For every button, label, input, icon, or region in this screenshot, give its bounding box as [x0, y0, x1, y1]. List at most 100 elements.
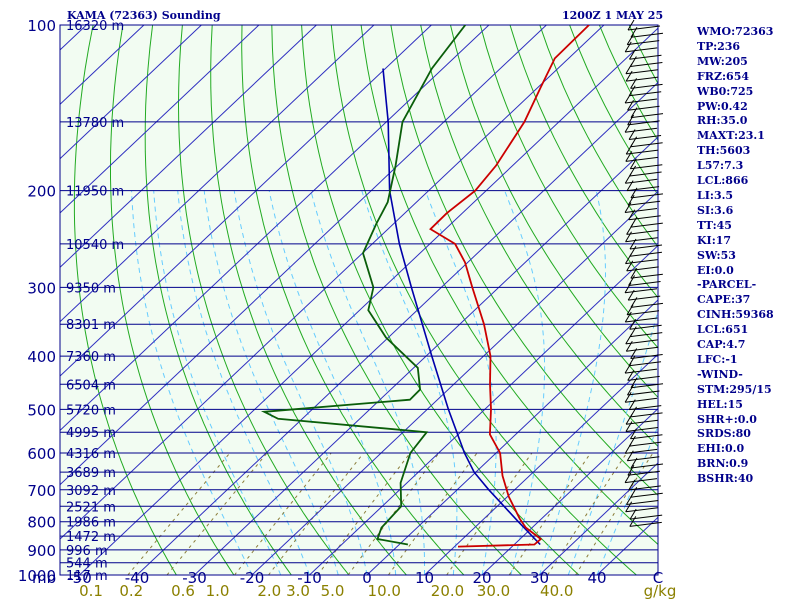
wind-barb-flag [626, 260, 634, 272]
wind-barb-flag [630, 377, 638, 388]
height-label: 4995 m [66, 426, 116, 441]
height-label: 9350 m [66, 281, 116, 296]
mixing-ratio-line [575, 452, 654, 575]
mixing-ratio-label: 20.0 [431, 582, 464, 600]
wind-barb-flag [624, 311, 632, 323]
isotherm [60, 25, 547, 486]
wind-barb-flag [624, 202, 632, 213]
index-item: -PARCEL- [697, 278, 757, 292]
index-item: SHR+:0.0 [697, 412, 757, 426]
pressure-tick-label: 900 [27, 542, 56, 560]
mixing-ratio-line [317, 452, 411, 575]
wind-barb [630, 32, 664, 38]
wind-barb [630, 514, 663, 520]
wind-barb-flag [624, 41, 632, 53]
wind-barb-flag [629, 238, 637, 250]
moist-adiabat [268, 190, 397, 575]
index-item: CAPE:37 [697, 293, 751, 307]
wind-barb-flag [627, 100, 634, 111]
wind-barb [625, 448, 658, 454]
index-item: LFC:-1 [697, 352, 738, 366]
height-label: 3689 m [66, 466, 116, 481]
wind-barb [626, 229, 659, 235]
wind-barb-flag [627, 194, 635, 206]
temperature-tick-label: -10 [297, 569, 322, 587]
height-label: 5720 m [66, 403, 116, 418]
dewpoint-line [260, 25, 467, 546]
wind-barb [628, 215, 661, 221]
wind-barb [629, 244, 663, 250]
wind-barb-flag [627, 289, 635, 301]
isotherm [539, 462, 658, 575]
moist-adiabat [361, 190, 458, 575]
index-item: LCL:866 [697, 174, 749, 188]
wind-barb-flag [629, 48, 636, 60]
wind-barb [625, 507, 658, 513]
wind-barb-flag [626, 304, 634, 315]
wind-barb-flag [630, 187, 638, 199]
wind-barb [625, 368, 658, 374]
index-item: MAXT:23.1 [697, 129, 765, 143]
wind-barb-flag [624, 121, 632, 133]
wind-barb [627, 186, 660, 192]
station-title: KAMA (72363) Sounding [67, 9, 221, 22]
height-label: 996 m [66, 544, 108, 559]
wind-barb-flag [627, 19, 635, 31]
wind-barb [629, 91, 662, 97]
isotherms [60, 25, 658, 575]
mixing-ratio-label: 2.0 [257, 582, 281, 600]
wind-barb-flag [625, 340, 633, 352]
mixing-ratio-unit: g/kg [644, 582, 677, 600]
wind-barb [629, 441, 662, 447]
wind-barb-flag [629, 158, 637, 169]
wind-barb [630, 492, 663, 498]
wind-barb [625, 259, 658, 265]
wind-barb [629, 521, 662, 527]
wind-barb-flag [624, 173, 632, 184]
pressure-tick-label: 600 [27, 445, 56, 463]
index-item: EHI:0.0 [697, 442, 745, 456]
index-item: TH:5603 [697, 144, 751, 158]
wind-barb [630, 332, 663, 338]
moist-adiabat [504, 190, 546, 575]
wind-barb [629, 251, 663, 257]
wind-barb [630, 193, 664, 199]
index-item: BRN:0.9 [697, 457, 749, 471]
height-label: 16320 m [66, 19, 124, 34]
wind-barb [627, 120, 660, 126]
isotherm [60, 25, 375, 323]
wind-barb [627, 25, 661, 31]
profiles [260, 25, 590, 548]
mixing-ratio-label: 0.2 [119, 582, 143, 600]
index-item: HEL:15 [697, 397, 743, 411]
wind-barb [625, 47, 658, 53]
wind-barb [627, 470, 660, 476]
index-item: WMO:72363 [697, 25, 774, 38]
wind-barb [626, 500, 659, 505]
index-item: PW:0.42 [697, 99, 748, 113]
temperature-line [429, 25, 590, 548]
moist-adiabat [310, 190, 426, 575]
wind-barb [630, 113, 664, 119]
wind-barb [625, 127, 658, 133]
wind-barb-flag [630, 267, 638, 279]
wind-barb-flag [628, 399, 636, 410]
wind-barb [630, 412, 663, 418]
wind-barb-flag [629, 508, 637, 520]
mixing-ratio-label: 1.0 [206, 582, 230, 600]
wind-barb [630, 83, 663, 89]
index-item: MW:205 [697, 54, 748, 68]
isotherm [60, 25, 432, 377]
wind-barb-flag [625, 413, 633, 425]
temperature-tick-label: 40 [587, 569, 606, 587]
isotherm [194, 136, 658, 575]
index-item: SI:3.6 [697, 203, 734, 217]
wind-barb [628, 200, 661, 206]
wind-barb-flag [625, 253, 632, 264]
wind-barb [626, 346, 659, 352]
index-item: STM:295/15 [697, 382, 772, 396]
index-item: EI:0.0 [697, 263, 734, 277]
height-label: 8301 m [66, 318, 116, 333]
wind-barb-flag [625, 143, 633, 155]
